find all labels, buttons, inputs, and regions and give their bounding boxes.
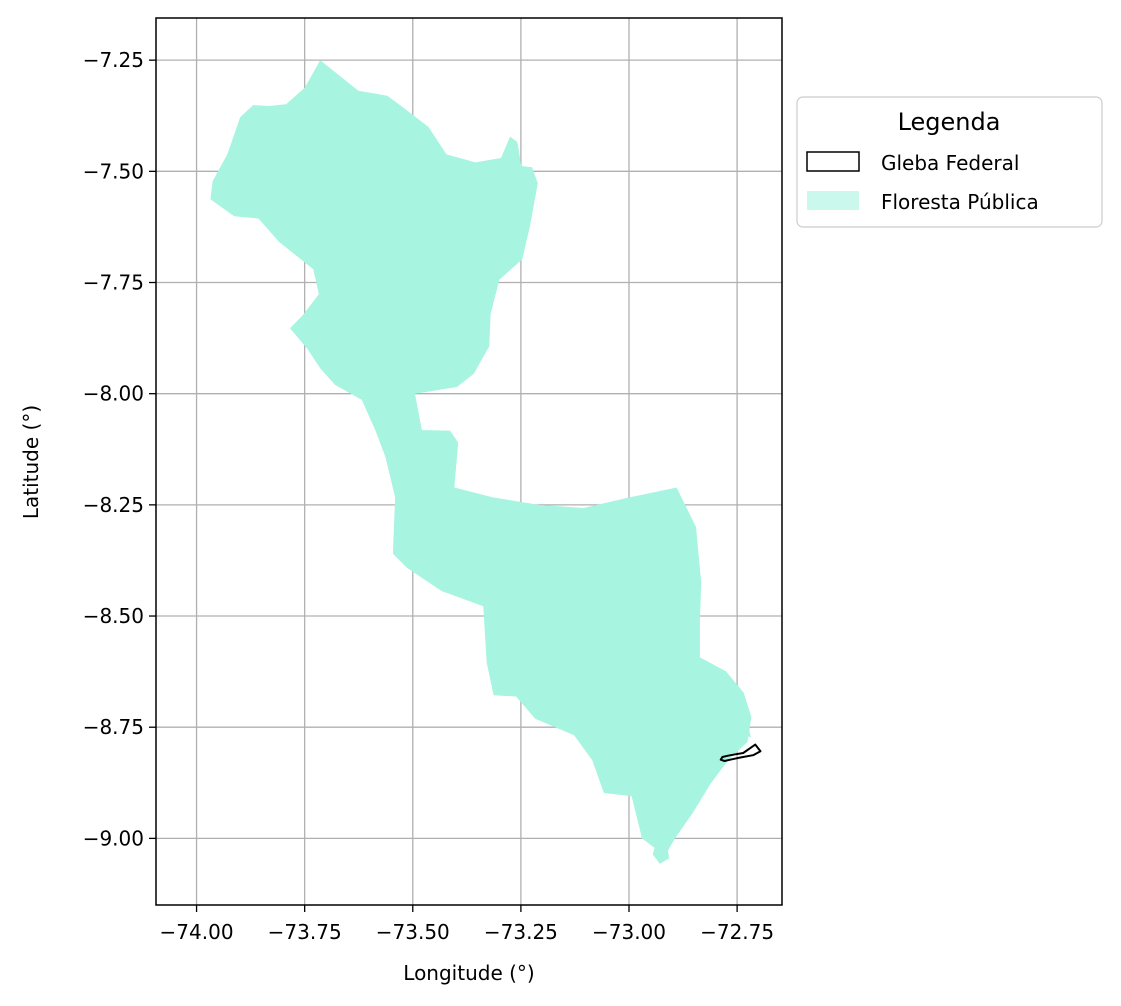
y-tick-label: −8.75 [83, 715, 144, 739]
x-tick-label: −73.25 [484, 920, 558, 944]
x-tick-label: −74.00 [160, 920, 234, 944]
legend-swatch-floresta-publica [807, 191, 859, 210]
axes-frame [155, 17, 783, 906]
y-tick-label: −9.00 [83, 826, 144, 850]
y-tick-label: −8.25 [83, 493, 144, 517]
tick-layer: −74.00 −73.75 −73.50 −73.25 −73.00 −72.75 −7.2… [83, 48, 774, 944]
map-polygon-floresta-publica [210, 60, 752, 856]
x-tick-label: −72.75 [700, 920, 774, 944]
y-tick-label: −7.25 [83, 48, 144, 72]
legend-box [796, 96, 1103, 228]
y-axis-label: Latitude (°) [19, 405, 43, 519]
y-tick-label: −7.50 [83, 159, 144, 183]
plot-area [155, 17, 783, 906]
x-axis-label: Longitude (°) [403, 961, 534, 985]
map-layers [210, 60, 762, 864]
legend-title: Legenda [898, 108, 1001, 136]
legend: Legenda Gleba Federal Floresta Pública [796, 96, 1103, 228]
legend-swatch-gleba-federal [806, 151, 860, 172]
map-polygon-floresta-publica-south-lobe [684, 664, 751, 738]
y-tick-label: −8.00 [83, 382, 144, 406]
legend-label-floresta-publica: Floresta Pública [881, 190, 1039, 214]
y-tick-label: −8.50 [83, 604, 144, 628]
x-tick-label: −73.00 [592, 920, 666, 944]
map-polygon-floresta-publica-islet [652, 841, 670, 864]
legend-label-gleba-federal: Gleba Federal [881, 151, 1019, 175]
x-tick-label: −73.75 [268, 920, 342, 944]
map-polygon-gleba-federal [719, 743, 762, 762]
x-tick-label: −73.50 [376, 920, 450, 944]
y-tick-label: −7.75 [83, 271, 144, 295]
